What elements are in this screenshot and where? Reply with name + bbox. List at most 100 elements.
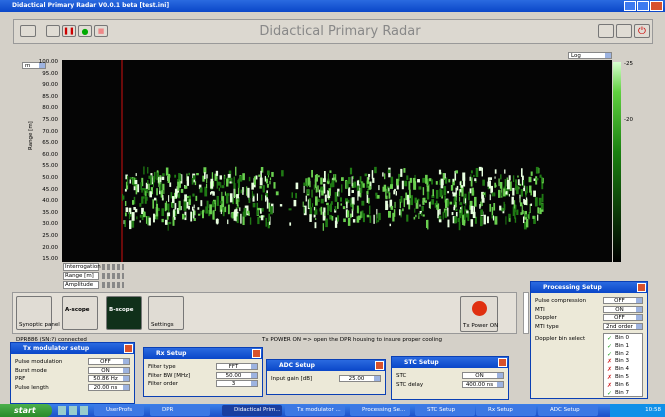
field-value[interactable]: OFF [603, 314, 643, 321]
radar-return [255, 175, 258, 180]
radar-return [259, 185, 262, 189]
unit-select[interactable]: m [22, 62, 46, 69]
radar-return [454, 170, 457, 181]
task-item[interactable]: ADC Setup [538, 405, 598, 416]
window-controls[interactable] [624, 1, 664, 11]
cursor-icons[interactable] [102, 264, 124, 270]
tool-button[interactable]: Synoptic panel [16, 296, 60, 330]
scale-select[interactable]: Log [568, 52, 612, 59]
radar-image [62, 60, 612, 262]
field-value[interactable]: 50.00 [216, 371, 258, 379]
radar-return [160, 190, 164, 198]
field-value[interactable]: ON [462, 372, 504, 379]
task-item[interactable]: DPR [150, 405, 210, 416]
tool-button[interactable] [616, 24, 632, 38]
record-button[interactable]: ● [78, 25, 92, 37]
radar-return [459, 210, 462, 213]
field-value[interactable]: 20.00 ns [88, 383, 130, 391]
setup-window: ADC Setup Input gain [dB] 25.00 [266, 359, 386, 395]
window-close[interactable] [252, 349, 261, 358]
task-item[interactable]: Processing Se... [350, 405, 410, 416]
stop-button[interactable] [20, 25, 36, 37]
radar-return [521, 210, 524, 215]
tool-button[interactable]: B-scope [106, 296, 142, 330]
radar-return [470, 205, 474, 215]
radar-return [403, 198, 406, 208]
radar-return [131, 200, 135, 205]
field-label: Burst mode [15, 367, 47, 374]
radar-return [307, 189, 309, 195]
radar-return [514, 217, 517, 223]
run-button[interactable] [46, 25, 60, 37]
radar-return [539, 207, 542, 215]
radar-return [309, 214, 312, 222]
field-value[interactable]: ON [603, 305, 643, 313]
radar-return [256, 193, 258, 201]
field-value[interactable]: OFF [88, 358, 130, 365]
radar-return [174, 203, 177, 210]
field-value[interactable]: ON [88, 366, 130, 374]
stop-rec-button[interactable]: ■ [94, 25, 108, 37]
quick-launch[interactable] [58, 406, 88, 415]
radar-return [364, 173, 368, 177]
radar-return [193, 209, 195, 219]
radar-return [218, 187, 221, 192]
bin-item[interactable]: Bin 5 ✗ [607, 374, 630, 381]
start-button[interactable]: start [0, 404, 52, 417]
bin-item[interactable]: Bin 4 ✗ [607, 366, 630, 374]
window-close[interactable] [375, 361, 384, 370]
cursor-icons[interactable] [102, 282, 124, 288]
field-value[interactable]: 50.86 Hz [88, 375, 130, 382]
task-item[interactable]: Rx Setup [476, 405, 536, 416]
radar-return [246, 186, 248, 196]
task-item[interactable]: UserProfs [94, 405, 144, 416]
radar-return [471, 187, 474, 196]
bin-item[interactable]: Bin 1 ✓ [607, 342, 630, 350]
radar-return [214, 173, 218, 181]
task-item[interactable]: Didactical Prim... [222, 405, 282, 416]
radar-return [162, 173, 165, 176]
tool-button[interactable]: A-scope [62, 296, 98, 330]
tool-button[interactable]: Settings [148, 296, 184, 330]
radar-return [503, 201, 505, 208]
radar-return [159, 184, 161, 191]
radar-return [447, 219, 450, 228]
tool-button[interactable] [598, 24, 614, 38]
radar-return [219, 175, 223, 180]
field-value[interactable]: OFF [603, 297, 643, 304]
radar-return [197, 213, 201, 216]
radar-return [262, 185, 265, 193]
radar-return [474, 196, 477, 207]
field-value[interactable]: 3 [216, 380, 258, 387]
radar-return [414, 197, 417, 203]
radar-return [242, 211, 244, 217]
bin-item[interactable]: Bin 3 ✗ [607, 358, 630, 366]
radar-return [435, 200, 438, 205]
field-value[interactable]: 400.00 ns [462, 380, 504, 388]
bin-item[interactable]: Bin 6 ✗ [607, 381, 630, 389]
radar-return [227, 204, 230, 215]
radar-return [188, 195, 191, 203]
radar-return [455, 211, 458, 217]
bin-item[interactable]: Bin 0 ✓ [607, 335, 630, 342]
field-value[interactable]: 2nd order [603, 322, 643, 330]
field-value[interactable]: FFT [216, 363, 258, 370]
field-value[interactable]: 25.00 [339, 375, 381, 382]
pause-button[interactable]: ❚❚ [62, 25, 76, 37]
power-button[interactable]: ⏻ [634, 24, 650, 38]
radar-return [481, 167, 483, 177]
window-close[interactable] [637, 283, 646, 292]
y-tick-label: 25.00 [42, 233, 58, 239]
tx-power-button[interactable]: Tx Power ON [460, 296, 498, 332]
radar-return [533, 178, 536, 181]
radar-return [534, 197, 538, 207]
task-item[interactable]: Tx modulator ... [285, 405, 345, 416]
task-item[interactable]: STC Setup [415, 405, 475, 416]
window-close[interactable] [124, 344, 133, 353]
window-close[interactable] [498, 358, 507, 367]
radar-return [344, 198, 348, 205]
bin-item[interactable]: Bin 2 ✓ [607, 350, 630, 358]
bin-item[interactable]: Bin 7 ✓ [607, 389, 630, 397]
cursor-icons[interactable] [102, 273, 124, 279]
radar-return [426, 184, 430, 192]
